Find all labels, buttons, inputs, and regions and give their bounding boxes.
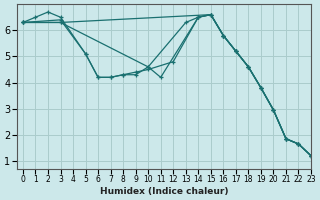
X-axis label: Humidex (Indice chaleur): Humidex (Indice chaleur) [100,187,228,196]
